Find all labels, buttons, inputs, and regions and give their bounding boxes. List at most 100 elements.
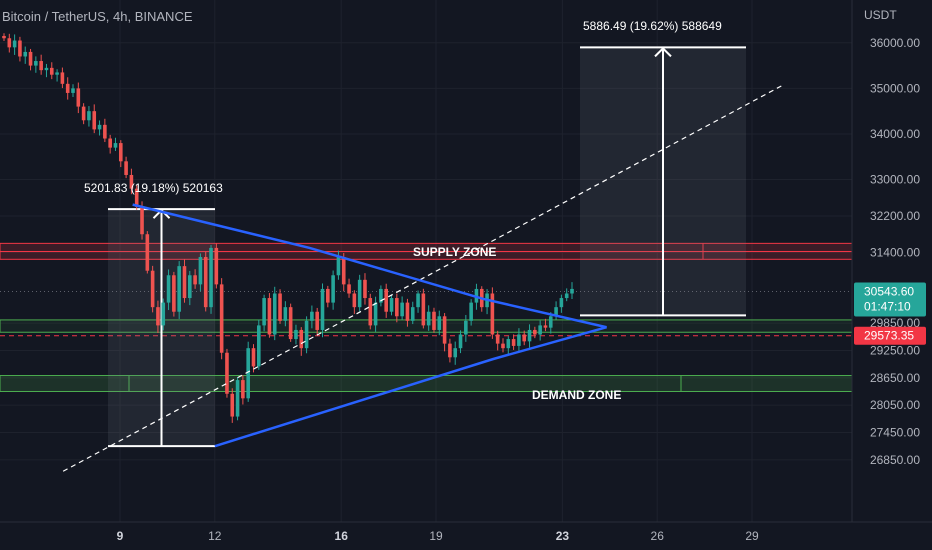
candle-body [533,329,537,335]
candle-body [235,380,240,417]
candle-body [288,307,293,340]
candle-body [2,35,6,39]
candle-body [400,302,404,317]
y-tick-label: 27450.00 [870,426,920,440]
candle-body [570,288,574,294]
chart-labels: 5201.83 (19.18%) 520163 5886.49 (19.62%) … [84,19,722,402]
candle-body [81,106,86,121]
candle-body [437,316,442,330]
candles [2,33,574,423]
candle-body [363,279,367,299]
candle-body [548,316,553,328]
candle-body [209,247,213,308]
candle-body [543,325,548,328]
x-tick-label: 9 [117,529,124,543]
candle-body [161,302,166,326]
measure-right-label: 5886.49 (19.62%) 588649 [583,19,722,33]
y-tick-label: 29250.00 [870,343,920,357]
y-tick-label: 36000.00 [870,36,920,50]
candle-body [103,124,107,139]
candle-body [320,288,325,330]
candle-body [28,51,33,66]
candle-body [65,83,70,93]
candle-body [336,257,341,276]
y-tick-label: 29850.00 [870,316,920,330]
candle-body [527,329,532,342]
candle-body [113,143,118,148]
x-tick-label: 19 [429,529,443,543]
candle-body [464,320,468,335]
candle-body [34,61,38,66]
candle-body [304,320,309,349]
level-price-value: 29573.35 [864,329,914,343]
candle-body [395,298,399,317]
x-tick-label: 29 [745,529,759,543]
candle-body [347,284,351,294]
candle-body [172,275,176,312]
candle-body [49,67,54,75]
candle-body [384,288,389,312]
candle-body [12,40,17,48]
candle-body [18,40,22,57]
candle-body [511,339,516,346]
y-axis[interactable]: 36000.00 35000.00 34000.00 33000.00 32200.00… [851,0,932,550]
y-tick-label: 33000.00 [870,173,920,187]
candle-body [272,293,277,335]
candle-body [564,293,569,299]
y-tick-label: 35000.00 [870,81,920,95]
y-axis-panel [852,0,932,550]
candle-body [442,316,447,344]
candle-body [421,293,426,326]
candle-body [448,343,452,358]
candle-body [352,293,357,308]
candle-body [7,38,12,48]
demand-zone-label: DEMAND ZONE [532,388,621,402]
candle-body [150,270,155,308]
trend-line-dashed [62,84,784,472]
candle-body [310,311,314,321]
candle-body [373,302,378,326]
y-tick-label: 26850.00 [870,453,920,467]
candle-body [315,311,319,330]
y-tick-label: 32200.00 [870,209,920,223]
x-axis[interactable]: 9 12 16 19 23 26 29 [0,521,932,550]
candle-body [379,288,383,303]
candle-body [225,352,229,394]
candle-body [278,293,282,321]
measure-left-label: 5201.83 (19.18%) 520163 [84,181,223,195]
candle-body [357,279,362,308]
candle-body [214,247,219,285]
candle-body [219,284,224,353]
countdown-value: 01:47:10 [864,300,911,314]
y-tick-label: 31400.00 [870,245,920,259]
supply-zone-label: SUPPLY ZONE [413,245,496,259]
candle-body [166,275,171,303]
candle-body [501,343,505,349]
candle-body [410,307,415,321]
x-tick-label: 23 [556,529,570,543]
candle-body [331,275,335,303]
zones [0,242,853,392]
candle-body [129,174,134,189]
candle-body [92,111,97,130]
chart-title: Bitcoin / TetherUS, 4h, BINANCE [2,9,193,24]
x-tick-label: 16 [335,529,349,543]
candle-body [405,302,410,321]
x-axis-panel [0,522,932,550]
candle-body [469,302,473,321]
candle-body [230,393,235,417]
current-price-tag [854,282,926,317]
candle-body [134,188,139,207]
x-tick-label: 12 [208,529,222,543]
candle-body [554,307,558,317]
level-price-tag [854,326,926,345]
candle-body [145,234,150,271]
candle-body [389,298,394,312]
candle-body [251,348,256,367]
candle-body [267,298,272,335]
measure-right-arrowhead [654,46,672,58]
candle-body [241,380,245,399]
candle-body [108,138,112,148]
